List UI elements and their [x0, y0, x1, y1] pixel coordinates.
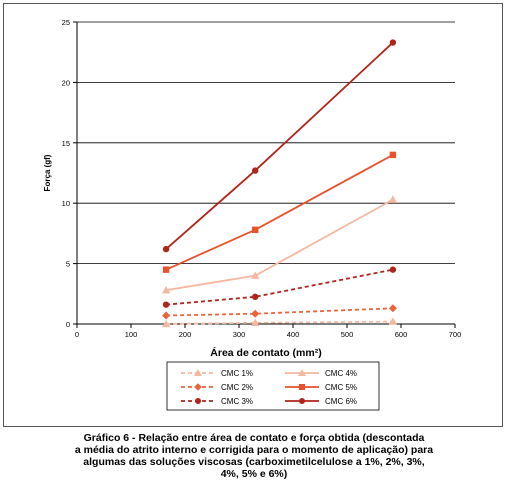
- y-tick-label: 5: [66, 260, 70, 269]
- legend-label: CMC 1%: [221, 369, 253, 378]
- data-point: [389, 266, 397, 273]
- y-tick-label: 10: [62, 199, 70, 208]
- chart-frame: 0 5 10 15 20 25 0 100 200 300 400 500 600 700 Área de …: [3, 3, 503, 427]
- data-point: [195, 398, 201, 404]
- y-tick-label: 0: [66, 320, 70, 329]
- legend-label: CMC 4%: [325, 369, 357, 378]
- series: [162, 151, 397, 273]
- data-point: [388, 304, 397, 313]
- data-point: [388, 317, 398, 325]
- data-point: [162, 301, 170, 308]
- legend-label: CMC 3%: [221, 397, 253, 406]
- data-point: [161, 285, 171, 294]
- x-tick-label: 200: [179, 330, 192, 339]
- data-point: [194, 369, 202, 376]
- series: [161, 317, 398, 328]
- legend-item: CMC 2%: [181, 383, 253, 392]
- data-point: [388, 195, 398, 203]
- series: [161, 195, 398, 294]
- series-line: [166, 268, 394, 306]
- x-tick-label: 600: [395, 330, 408, 339]
- data-point: [251, 309, 260, 318]
- legend-item: CMC 6%: [285, 397, 357, 406]
- x-tick-label: 700: [449, 330, 462, 339]
- x-axis-title: Área de contato (mm²): [210, 346, 321, 359]
- series: [162, 304, 397, 320]
- data-point: [252, 293, 259, 301]
- figure-caption: Gráfico 6 - Relação entre área de contat…: [44, 432, 464, 480]
- legend-label: CMC 6%: [325, 397, 357, 406]
- legend-item: CMC 1%: [181, 369, 253, 378]
- x-tick-label: 100: [125, 330, 138, 339]
- y-axis-title: Força (gf): [43, 154, 52, 191]
- y-tick-label: 15: [62, 139, 70, 148]
- data-point: [251, 318, 260, 326]
- data-point: [389, 151, 397, 159]
- chart: 0 5 10 15 20 25 0 100 200 300 400 500 600 700 Área de …: [43, 18, 462, 411]
- series: [162, 266, 397, 308]
- data-point: [251, 271, 260, 279]
- caption-line: 4%, 5% e 6%): [220, 468, 288, 480]
- data-point: [162, 245, 170, 253]
- data-point: [389, 39, 397, 46]
- legend: [166, 361, 380, 411]
- data-point: [252, 226, 259, 233]
- data-point: [162, 311, 171, 320]
- x-tick-label: 300: [233, 330, 246, 339]
- legend-item: CMC 3%: [181, 397, 253, 406]
- series: [162, 39, 397, 253]
- data-point: [298, 369, 306, 376]
- data-point: [162, 266, 170, 273]
- data-point: [252, 167, 259, 174]
- series-line: [166, 307, 393, 317]
- legend-label: CMC 5%: [325, 383, 357, 392]
- caption-line: a média do atrito interno e corrigida pa…: [74, 444, 434, 456]
- series-line: [165, 198, 394, 292]
- y-tick-label: 20: [62, 78, 70, 87]
- legend-label: CMC 2%: [221, 383, 253, 392]
- legend-item: CMC 5%: [285, 383, 357, 392]
- caption-line: algumas das soluções viscosas (carboxime…: [83, 456, 425, 468]
- x-tick-label: 500: [341, 330, 354, 339]
- series-line: [166, 320, 393, 325]
- series-line: [165, 154, 394, 271]
- legend-item: CMC 4%: [285, 369, 357, 378]
- data-point: [194, 383, 202, 391]
- x-tick-label: 400: [287, 330, 300, 339]
- caption-line: Gráfico 6 - Relação entre área de contat…: [83, 432, 425, 444]
- x-tick-label: 0: [75, 330, 79, 339]
- data-point: [299, 384, 305, 390]
- y-tick-label: 25: [62, 18, 70, 27]
- data-point: [161, 319, 171, 328]
- data-point: [299, 398, 305, 404]
